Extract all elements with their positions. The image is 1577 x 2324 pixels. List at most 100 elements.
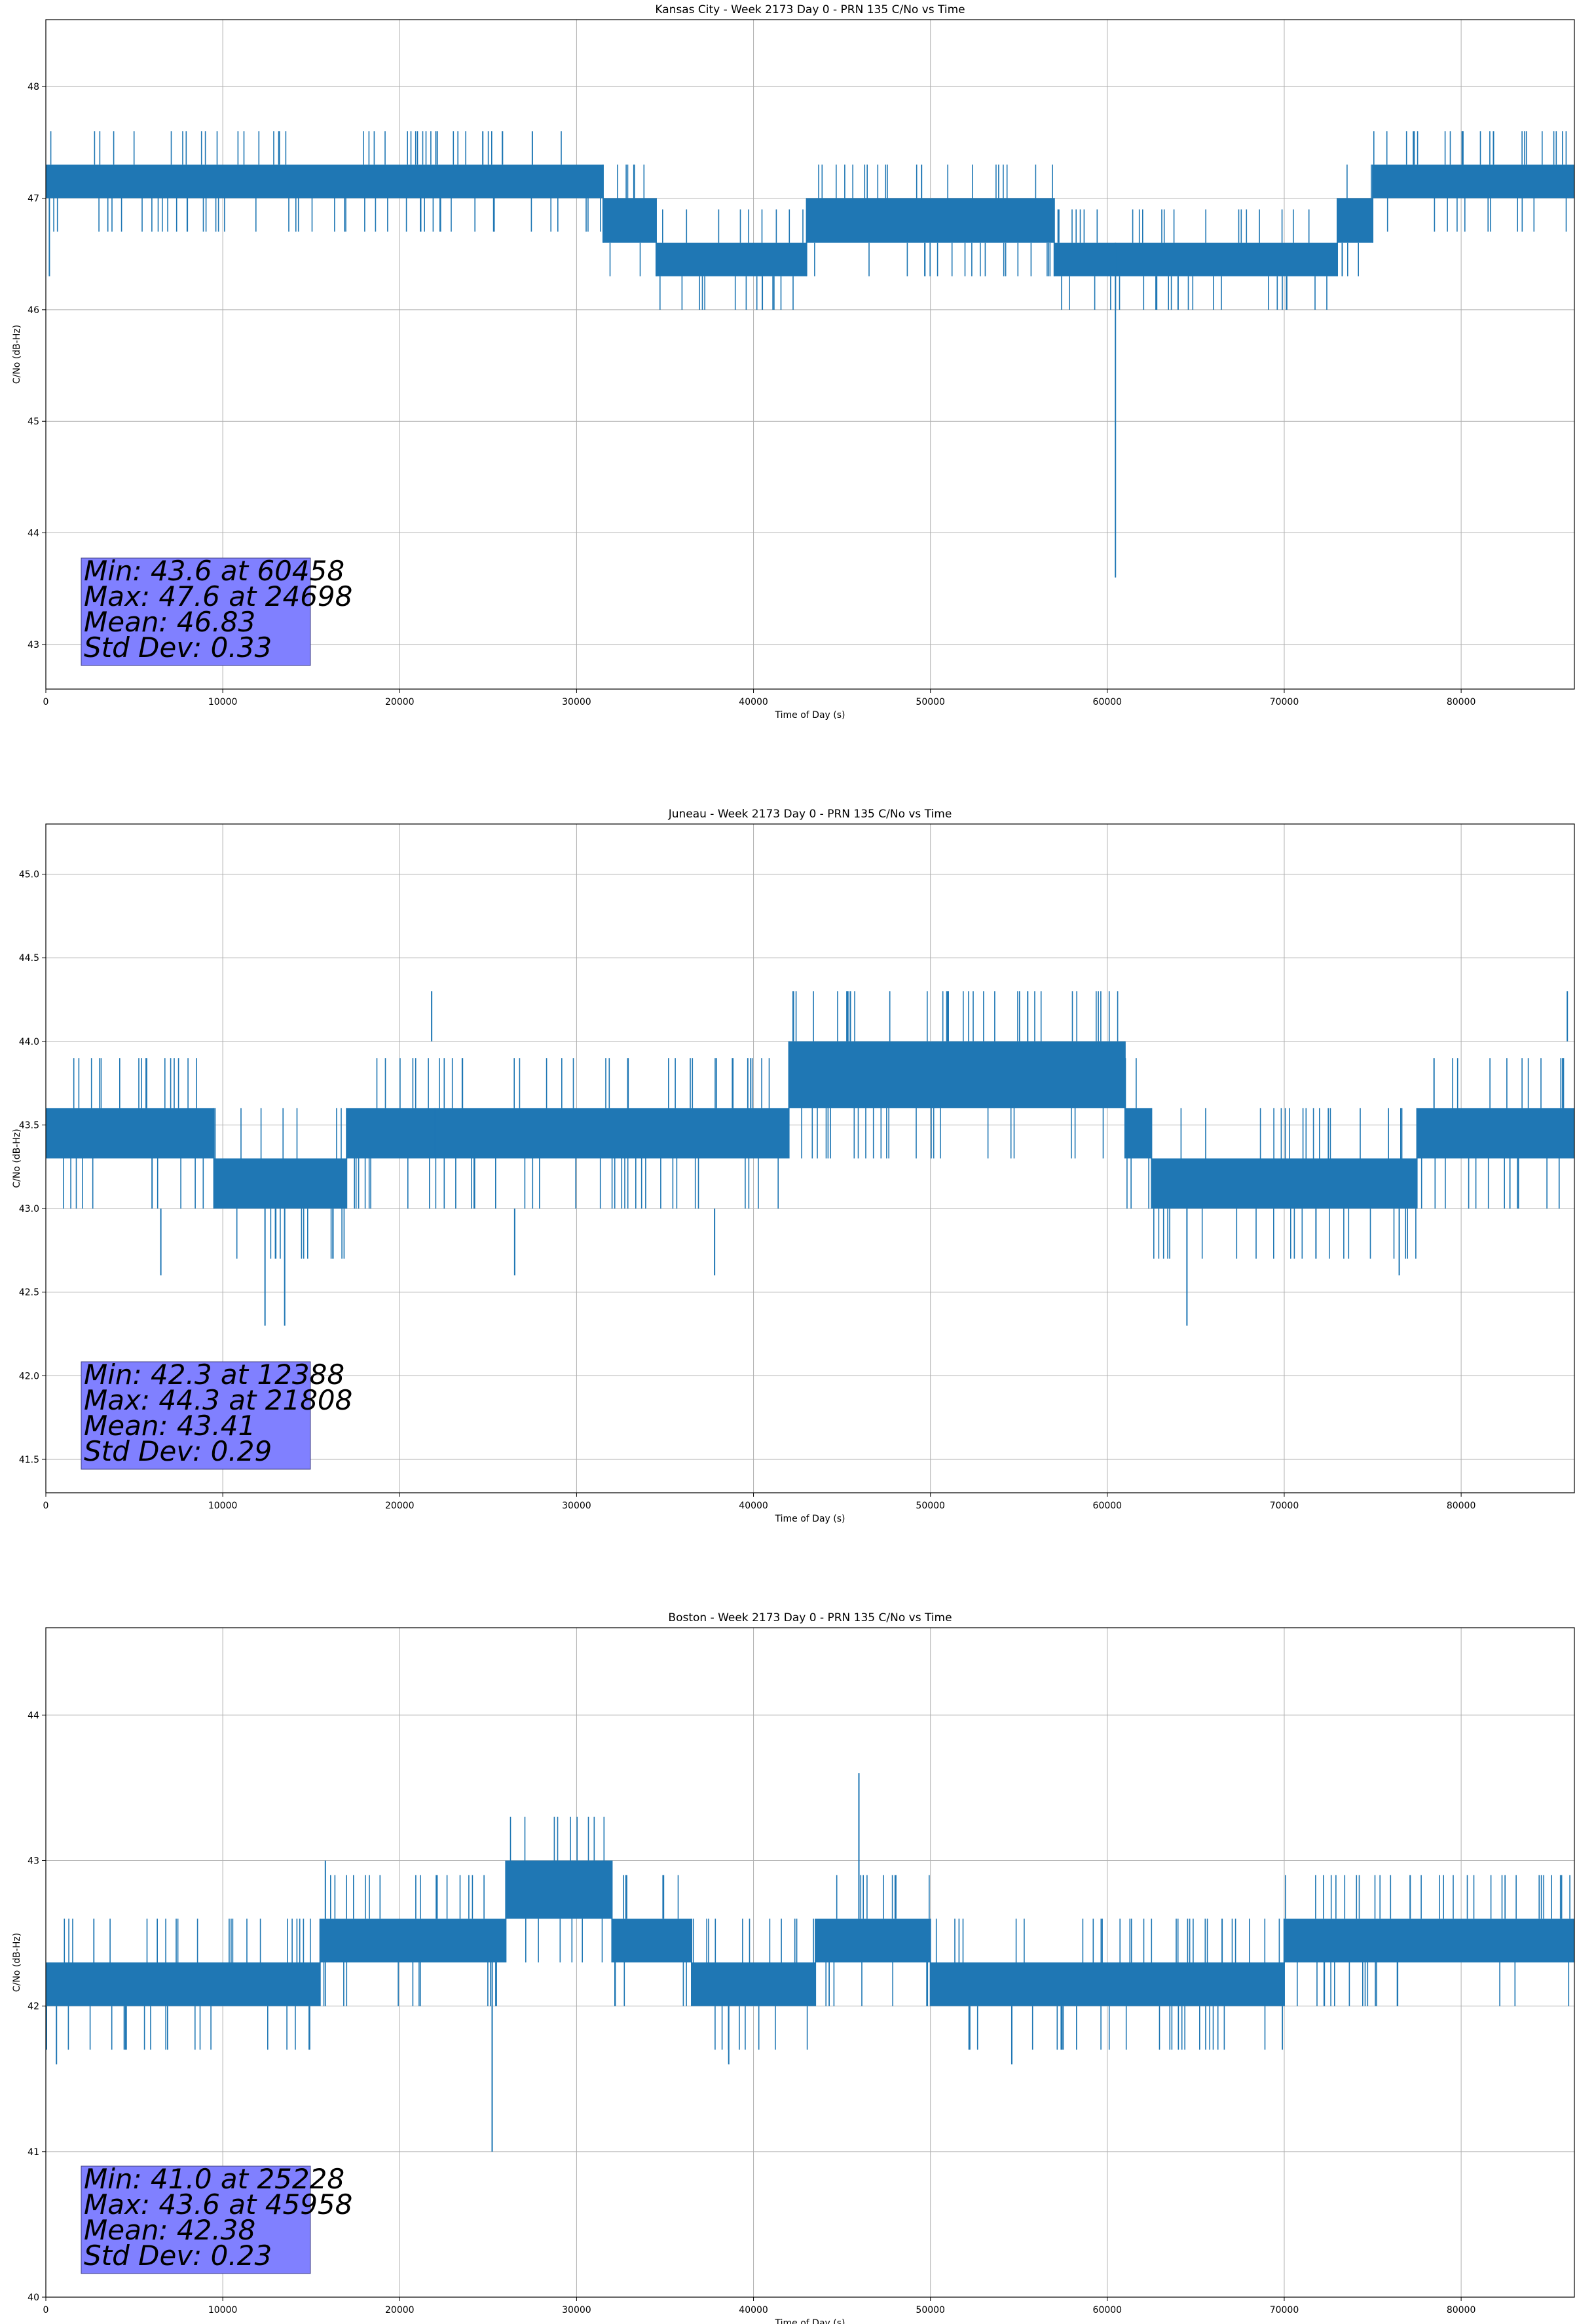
series-band	[692, 1962, 816, 2006]
y-tick-label: 43.5	[19, 1120, 39, 1131]
series-noise	[792, 991, 1119, 1159]
x-tick-label: 80000	[1447, 2305, 1476, 2315]
series-noise	[692, 1919, 814, 2050]
series-band	[346, 1108, 436, 1159]
data-series	[46, 131, 1574, 578]
stats-min: Min: 41.0 at 25228	[84, 2163, 344, 2195]
y-tick-label: 42.5	[19, 1288, 39, 1298]
x-tick-label: 70000	[1270, 1501, 1299, 1511]
y-tick-label: 46	[28, 305, 39, 316]
series-band	[612, 1919, 692, 1962]
series-band	[213, 1158, 347, 1209]
series-noise	[214, 1108, 345, 1259]
x-tick-label: 10000	[208, 2305, 238, 2315]
x-axis-label: Time of Day (s)	[775, 2318, 845, 2324]
x-tick-label: 0	[43, 2305, 49, 2315]
y-tick-label: 41.5	[19, 1455, 39, 1465]
axes-frame	[45, 1627, 1575, 2298]
stats-max: Max: 43.6 at 45958	[84, 2188, 352, 2221]
x-tick-label: 0	[43, 697, 49, 707]
y-axis-label: C/No (dB-Hz)	[12, 1933, 22, 1992]
y-tick-label: 44.5	[19, 953, 39, 964]
series-noise	[1153, 1108, 1417, 1259]
stats-std: Std Dev: 0.23	[84, 2240, 272, 2272]
series-noise	[323, 1875, 497, 2006]
series-band	[506, 1860, 612, 1919]
y-tick-label: 43	[28, 1856, 39, 1866]
x-tick-label: 60000	[1093, 1501, 1122, 1511]
series-noise	[814, 164, 1053, 276]
series-noise	[935, 1919, 1285, 2050]
series-band	[788, 1041, 1125, 1108]
chart-3: Boston - Week 2173 Day 0 - PRN 135 C/No …	[12, 1611, 1575, 2324]
series-noise	[510, 1816, 605, 1962]
stats-box	[81, 1361, 311, 1470]
axes-frame	[45, 823, 1575, 1493]
y-tick-label: 45	[28, 417, 39, 427]
y-tick-label: 45.0	[19, 870, 39, 880]
x-tick-label: 50000	[916, 1501, 945, 1511]
series-noise	[659, 209, 804, 310]
x-tick-label: 0	[43, 1501, 49, 1511]
x-tick-label: 40000	[739, 697, 768, 707]
x-axis-label: Time of Day (s)	[775, 710, 845, 721]
series-noise	[1373, 131, 1567, 232]
x-tick-label: 20000	[385, 697, 415, 707]
series-band	[320, 1919, 506, 1962]
series-band	[1124, 1108, 1152, 1159]
stats-mean: Mean: 46.83	[84, 606, 255, 638]
x-tick-label: 10000	[208, 697, 238, 707]
y-tick-label: 42.0	[19, 1371, 39, 1381]
x-tick-label: 60000	[1093, 2305, 1122, 2315]
chart-title: Kansas City - Week 2173 Day 0 - PRN 135 …	[655, 3, 965, 16]
stats-min: Min: 42.3 at 12388	[84, 1359, 344, 1391]
chart-2: Juneau - Week 2173 Day 0 - PRN 135 C/No …	[12, 808, 1575, 1524]
series-band	[603, 198, 656, 243]
series-noise	[63, 1058, 204, 1209]
y-tick-label: 43	[28, 640, 39, 650]
series-noise	[1341, 164, 1372, 276]
stats-min: Min: 43.6 at 60458	[84, 555, 344, 587]
series-noise	[614, 1875, 687, 2006]
series-band	[46, 164, 603, 198]
stats-std: Std Dev: 0.29	[84, 1435, 272, 1467]
y-axis-label: C/No (dB-Hz)	[12, 325, 22, 384]
series-band	[1417, 1108, 1574, 1159]
x-tick-label: 30000	[562, 2305, 591, 2315]
series-noise	[435, 1058, 779, 1209]
series-band	[1284, 1919, 1574, 1962]
x-tick-label: 60000	[1093, 697, 1122, 707]
x-tick-label: 40000	[739, 1501, 768, 1511]
y-tick-label: 42	[28, 2002, 39, 2012]
series-noise	[1420, 1058, 1565, 1209]
stats-box	[81, 2165, 311, 2274]
x-tick-label: 50000	[916, 697, 945, 707]
x-tick-label: 20000	[385, 2305, 415, 2315]
data-series	[46, 991, 1574, 1326]
data-series	[46, 1773, 1574, 2152]
y-tick-label: 48	[28, 82, 39, 92]
y-tick-label: 47	[28, 194, 39, 204]
series-band	[815, 1919, 931, 1962]
series-band	[46, 1108, 214, 1159]
series-band	[46, 1962, 320, 2006]
stats-mean: Mean: 43.41	[84, 1410, 255, 1442]
y-tick-label: 41	[28, 2147, 39, 2158]
stats-std: Std Dev: 0.33	[84, 631, 272, 664]
stats-max: Max: 44.3 at 21808	[84, 1384, 352, 1416]
series-noise	[825, 1875, 930, 2006]
stats-mean: Mean: 42.38	[84, 2214, 255, 2246]
x-tick-label: 30000	[562, 697, 591, 707]
series-band	[656, 242, 807, 276]
chart-1: Kansas City - Week 2173 Day 0 - PRN 135 …	[12, 3, 1575, 721]
series-noise	[1057, 209, 1327, 310]
series-band	[1373, 164, 1574, 198]
x-tick-label: 10000	[208, 1501, 238, 1511]
x-axis-label: Time of Day (s)	[775, 1514, 845, 1524]
x-tick-label: 20000	[385, 1501, 415, 1511]
x-tick-label: 30000	[562, 1501, 591, 1511]
y-tick-label: 44.0	[19, 1037, 39, 1047]
series-noise	[1124, 1058, 1149, 1209]
series-noise	[50, 131, 601, 232]
